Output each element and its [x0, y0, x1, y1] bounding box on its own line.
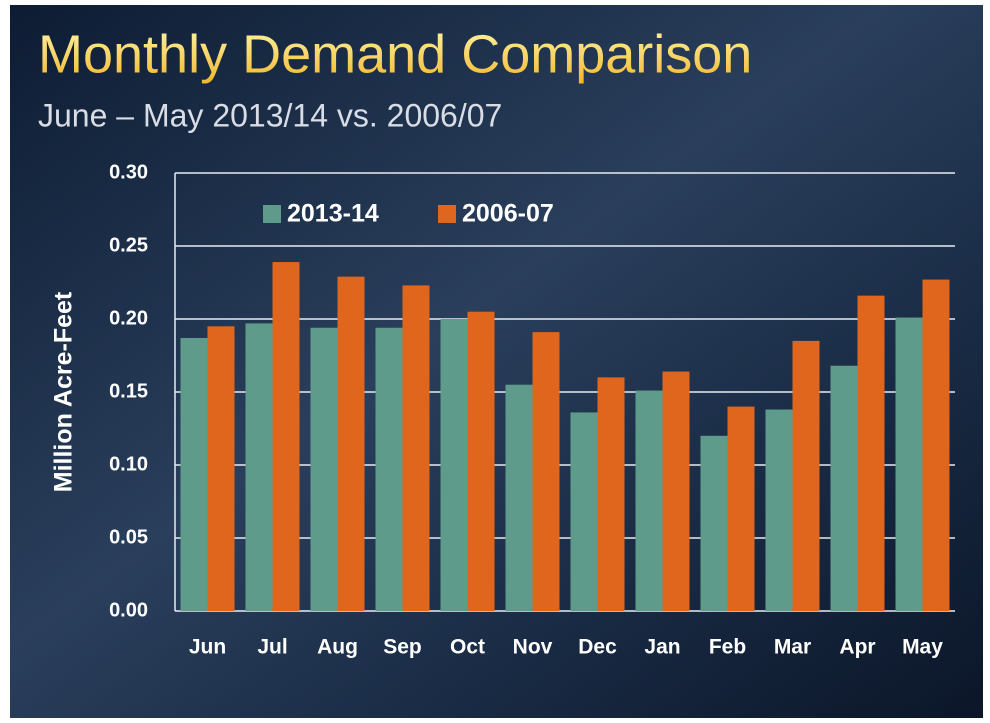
bar [207, 326, 235, 611]
legend-swatch [438, 205, 456, 223]
bar [857, 295, 885, 611]
legend-swatch [263, 205, 281, 223]
x-tick-label: Jul [257, 636, 287, 659]
x-tick-label: Mar [774, 636, 811, 659]
legend-label: 2006-07 [462, 200, 554, 228]
y-tick-label: 0.30 [109, 161, 148, 183]
bar [792, 340, 820, 611]
bar [597, 377, 625, 611]
bar [310, 327, 338, 611]
x-tick-label: Dec [578, 636, 617, 659]
y-tick-label: 0.25 [109, 234, 148, 256]
bar [337, 276, 365, 611]
x-tick-label: Sep [383, 636, 422, 659]
bar [180, 337, 208, 611]
bar [402, 285, 430, 611]
bar [922, 279, 950, 611]
bar [830, 365, 858, 611]
y-tick-label: 0.10 [109, 453, 148, 475]
x-tick-label: Oct [450, 636, 485, 659]
chart-subtitle: June – May 2013/14 vs. 2006/07 [38, 97, 502, 133]
chart-title: Monthly Demand Comparison [38, 24, 752, 84]
x-tick-label: Feb [709, 636, 746, 659]
y-tick-label: 0.20 [109, 307, 148, 329]
y-tick-label: 0.05 [109, 526, 148, 548]
x-tick-label: Jan [644, 636, 680, 659]
bar [727, 406, 755, 611]
y-axis-label: Million Acre-Feet [50, 291, 78, 492]
bar [245, 323, 273, 611]
y-tick-label: 0.15 [109, 380, 148, 402]
background [10, 5, 983, 718]
bar [440, 319, 468, 611]
bar [635, 390, 663, 611]
bar [570, 412, 598, 611]
bar [895, 317, 923, 611]
bar [467, 311, 495, 611]
bar [272, 262, 300, 611]
x-tick-label: Apr [839, 636, 875, 659]
bar [375, 327, 403, 611]
x-tick-label: May [902, 636, 943, 659]
bar [662, 371, 690, 611]
y-tick-label: 0.00 [109, 599, 148, 621]
bar [532, 332, 560, 611]
bar [700, 435, 728, 611]
legend-label: 2013-14 [287, 200, 379, 228]
x-tick-label: Nov [513, 636, 553, 659]
x-tick-label: Aug [317, 636, 358, 659]
bar [765, 409, 793, 611]
bar [505, 384, 533, 611]
x-tick-label: Jun [189, 636, 226, 659]
